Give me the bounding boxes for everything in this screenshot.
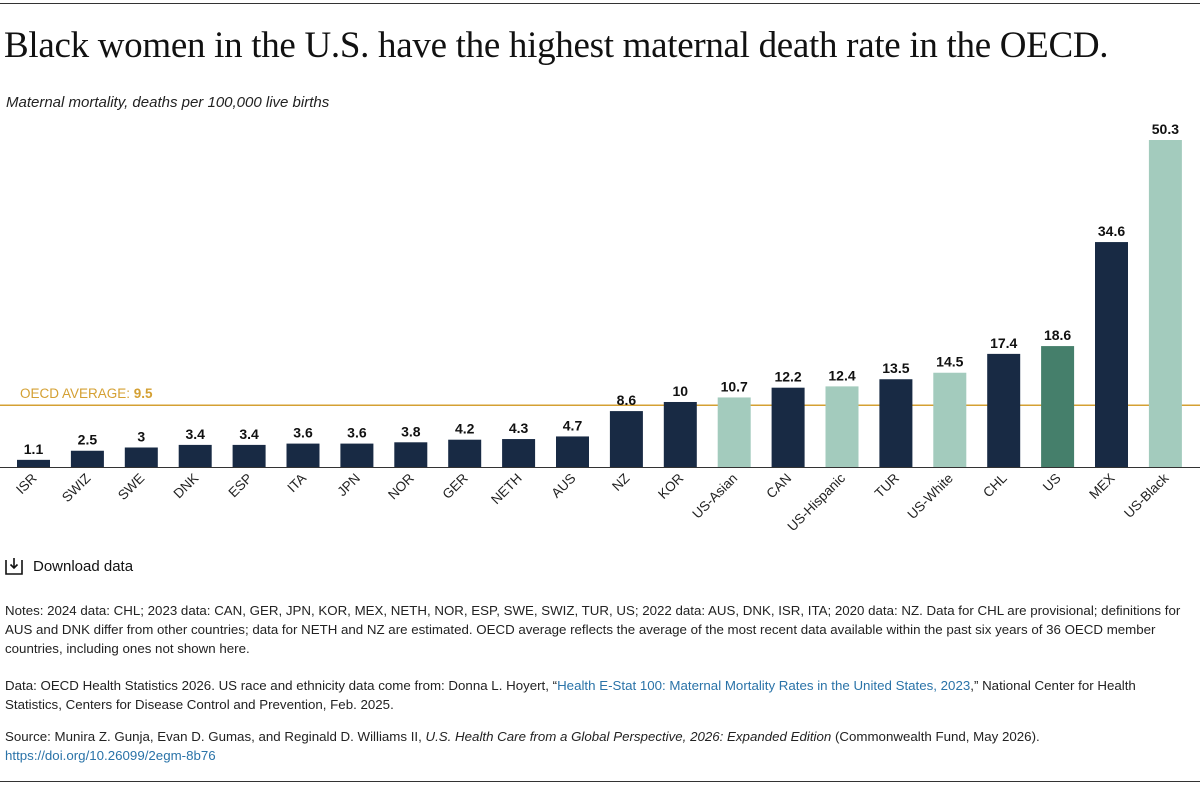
value-label-kor: 10 (673, 383, 689, 399)
download-data-button[interactable]: Download data (4, 556, 133, 576)
value-label-esp: 3.4 (239, 426, 259, 442)
bar-chart: OECD AVERAGE: 9.5 1.1 ISR 2.5 SWIZ 3 SWE 3.4 DNK… (0, 121, 1200, 534)
value-label-nz: 8.6 (617, 392, 637, 408)
tick-label-jpn: JPN (334, 471, 363, 500)
tick-label-tur: TUR (872, 470, 902, 500)
bar-aus (556, 436, 589, 467)
tick-label-nor: NOR (385, 470, 417, 502)
bar-isr (17, 459, 50, 467)
bottom-rule (0, 781, 1200, 782)
bar-us (1041, 346, 1075, 467)
tick-label-us-black: US-Black (1121, 470, 1172, 521)
data-credit-prefix: Data: OECD Health Statistics 2026. US ra… (5, 678, 558, 693)
tick-label-can: CAN (763, 471, 794, 502)
source-doi-link[interactable]: https://doi.org/10.26099/2egm-8b76 (5, 748, 216, 763)
value-label-dnk: 3.4 (185, 426, 205, 442)
oecd-average-value: 9.5 (134, 386, 153, 401)
top-rule (0, 3, 1200, 4)
tick-label-us-hispanic: US-Hispanic (784, 470, 848, 534)
value-label-ita: 3.6 (293, 425, 313, 441)
tick-label-swiz: SWIZ (59, 471, 93, 505)
source-credit: Source: Munira Z. Gunja, Evan D. Gumas, … (5, 727, 1193, 765)
value-label-neth: 4.3 (509, 420, 529, 436)
value-label-us-asian: 10.7 (721, 378, 748, 394)
value-label-mex: 34.6 (1098, 223, 1125, 239)
oecd-average-label: OECD AVERAGE: 9.5 (20, 386, 153, 401)
chart-subtitle: Maternal mortality, deaths per 100,000 l… (6, 94, 330, 111)
download-data-label: Download data (33, 557, 134, 575)
bar-nor (394, 442, 428, 467)
bar-kor (663, 401, 697, 467)
bar-neth (502, 439, 536, 467)
data-credit: Data: OECD Health Statistics 2026. US ra… (5, 676, 1193, 714)
data-source-link[interactable]: Health E-Stat 100: Maternal Mortality Ra… (557, 678, 971, 693)
source-credit-prefix: Source: Munira Z. Gunja, Evan D. Gumas, … (5, 729, 426, 744)
value-label-swiz: 2.5 (78, 432, 98, 448)
bar-us-white (933, 372, 967, 467)
bar-jpn (340, 443, 374, 467)
chart-title: Black women in the U.S. have the highest… (4, 25, 1109, 66)
bar-swiz (70, 450, 104, 467)
value-label-swe: 3 (137, 428, 145, 444)
tick-label-chl: CHL (980, 470, 1010, 500)
value-label-jpn: 3.6 (347, 425, 367, 441)
tick-label-kor: KOR (655, 470, 686, 501)
bar-us-asian (717, 397, 751, 467)
bar-dnk (178, 444, 212, 467)
download-icon (5, 558, 23, 575)
notes-text: Notes: 2024 data: CHL; 2023 data: CAN, G… (5, 603, 1181, 656)
tick-label-neth: NETH (488, 471, 525, 508)
oecd-average-label-text: OECD AVERAGE: (20, 386, 134, 401)
value-label-nor: 3.8 (401, 423, 421, 439)
value-label-us-black: 50.3 (1152, 121, 1179, 137)
value-label-chl: 17.4 (990, 335, 1017, 351)
source-credit-suffix: (Commonwealth Fund, May 2026). (831, 729, 1040, 744)
bar-ger (448, 439, 482, 467)
bar-us-black (1148, 140, 1182, 467)
bar-nz (609, 411, 643, 467)
bar-chl (987, 353, 1021, 467)
tick-label-nz: NZ (609, 471, 632, 494)
tick-label-mex: MEX (1086, 471, 1117, 502)
tick-label-dnk: DNK (171, 471, 202, 502)
tick-label-swe: SWE (115, 471, 147, 503)
value-label-aus: 4.7 (563, 417, 583, 433)
bar-esp (232, 444, 266, 467)
value-label-us-hispanic: 12.4 (828, 367, 855, 383)
bar-can (771, 387, 805, 467)
bar-mex (1095, 242, 1128, 467)
value-label-can: 12.2 (774, 369, 801, 385)
value-label-us-white: 14.5 (936, 354, 963, 370)
value-label-ger: 4.2 (455, 421, 475, 437)
tick-label-us-white: US-White (904, 471, 955, 522)
bar-us-hispanic (825, 386, 859, 467)
value-label-us: 18.6 (1044, 327, 1071, 343)
value-label-tur: 13.5 (882, 360, 909, 376)
value-label-isr: 1.1 (24, 441, 44, 457)
source-title: U.S. Health Care from a Global Perspecti… (425, 729, 832, 744)
tick-label-aus: AUS (548, 471, 578, 501)
bar-swe (124, 447, 158, 467)
data-credit-suffix: ,” National Center for Health Statistics… (5, 678, 1136, 712)
tick-label-ita: ITA (284, 471, 309, 496)
tick-label-us-asian: US-Asian (689, 471, 740, 522)
tick-label-isr: ISR (13, 470, 40, 497)
tick-label-us: US (1040, 471, 1064, 495)
tick-label-esp: ESP (226, 471, 256, 501)
bar-tur (879, 379, 913, 467)
tick-label-ger: GER (440, 470, 471, 501)
bar-ita (286, 443, 320, 467)
